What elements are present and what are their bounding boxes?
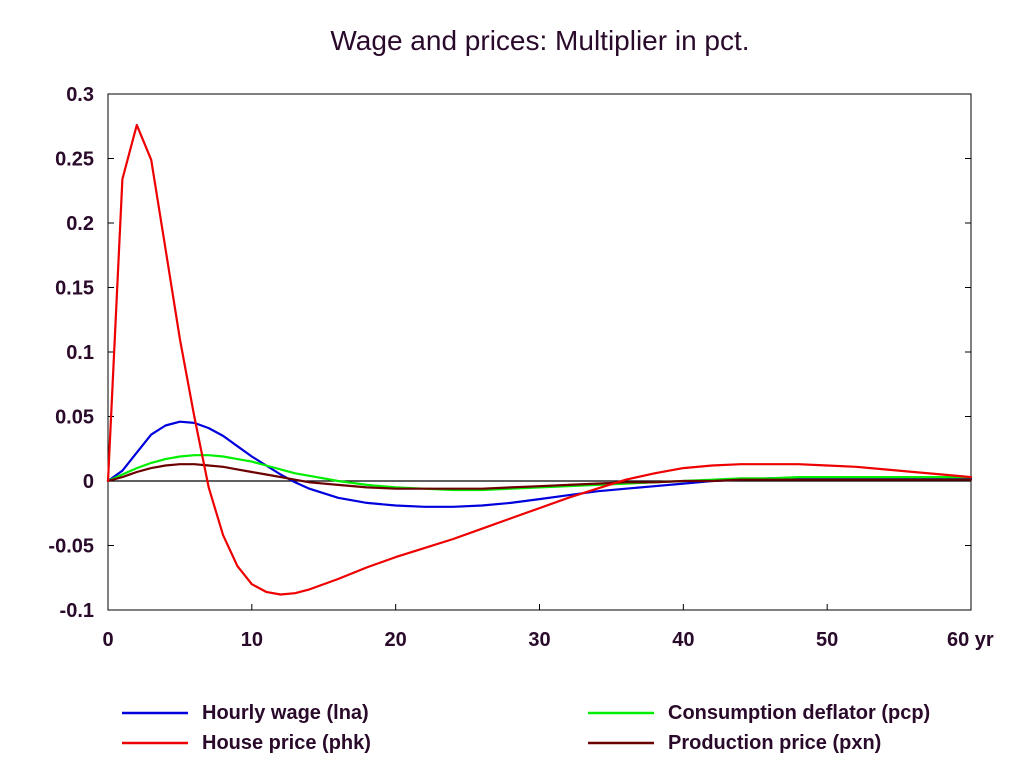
x-axis: 0 10 20 30 40 50 60 yr (102, 604, 994, 651)
x-tick-label: 60 yr (947, 629, 994, 651)
y-tick-label: 0.2 (66, 213, 94, 235)
y-tick-label: 0.15 (55, 278, 94, 300)
y-tick-label: 0.25 (55, 149, 94, 171)
series-line-2 (106, 123, 973, 596)
y-tick-label: 0 (83, 471, 94, 493)
x-tick-label: 0 (102, 629, 113, 651)
series-line-0 (106, 420, 973, 508)
y-tick-label: 0.3 (66, 84, 94, 106)
y-tick-label: 0.05 (55, 407, 94, 429)
y-axis: -0.1 -0.05 0 0.05 0.1 0.15 0.2 0.25 0.3 (48, 84, 971, 622)
series-line-3 (106, 463, 973, 490)
legend: Hourly wage (lna) Consumption deflator (p… (122, 702, 930, 754)
series-layer (106, 123, 973, 596)
legend-label-0: Hourly wage (lna) (202, 702, 369, 724)
x-tick-label: 50 (816, 629, 838, 651)
series-line-1 (106, 454, 973, 492)
x-tick-label: 30 (528, 629, 550, 651)
legend-label-1: Consumption deflator (pcp) (668, 702, 930, 724)
y-tick-label: 0.1 (66, 342, 94, 364)
chart-title: Wage and prices: Multiplier in pct. (330, 25, 749, 56)
x-tick-label: 10 (241, 629, 263, 651)
legend-label-3: Production price (pxn) (668, 732, 881, 754)
legend-label-2: House price (phk) (202, 732, 371, 754)
plot-frame (107, 93, 972, 611)
y-tick-label: -0.1 (60, 600, 94, 622)
x-tick-label: 20 (385, 629, 407, 651)
y-tick-label: -0.05 (48, 536, 94, 558)
x-tick-label: 40 (672, 629, 694, 651)
